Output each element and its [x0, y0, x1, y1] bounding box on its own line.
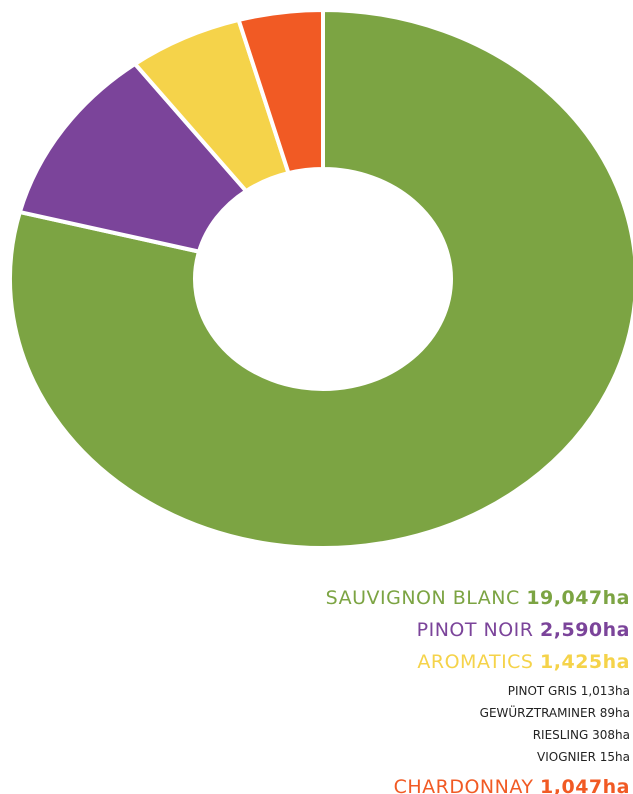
sub-item-value: 15ha: [600, 750, 630, 764]
sub-item-value: 89ha: [600, 706, 630, 720]
legend-name: PINOT NOIR: [417, 619, 534, 641]
sub-item: RIESLING 308ha: [533, 728, 630, 742]
legend-entry: AROMATICS 1,425ha: [417, 651, 630, 673]
sub-item-value: 1,013ha: [581, 684, 630, 698]
legend-entry: CHARDONNAY 1,047ha: [394, 776, 630, 794]
legend-name: CHARDONNAY: [394, 776, 534, 794]
sub-item-name: RIESLING: [533, 728, 589, 742]
sub-item-name: GEWÜRZTRAMINER: [480, 704, 596, 720]
legend-value: 1,047ha: [540, 776, 630, 794]
legend-name: AROMATICS: [417, 651, 533, 673]
legend-entry: SAUVIGNON BLANC 19,047ha: [326, 587, 630, 609]
legend-entry: PINOT NOIR 2,590ha: [417, 619, 630, 641]
sub-item-name: PINOT GRIS: [508, 684, 577, 698]
donut-slice: [17, 61, 250, 254]
sub-item: VIOGNIER 15ha: [537, 750, 630, 764]
legend-value: 1,425ha: [540, 651, 630, 673]
legend-name: SAUVIGNON BLANC: [326, 587, 520, 609]
sub-item-value: 308ha: [592, 728, 630, 742]
donut-slice: [8, 7, 633, 550]
legend-value: 2,590ha: [540, 619, 630, 641]
sub-item-name: VIOGNIER: [537, 750, 596, 764]
sub-item: PINOT GRIS 1,013ha: [508, 684, 630, 698]
donut-slice: [236, 7, 325, 176]
sub-item: GEWÜRZTRAMINER 89ha: [480, 704, 630, 720]
legend-value: 19,047ha: [526, 587, 630, 609]
